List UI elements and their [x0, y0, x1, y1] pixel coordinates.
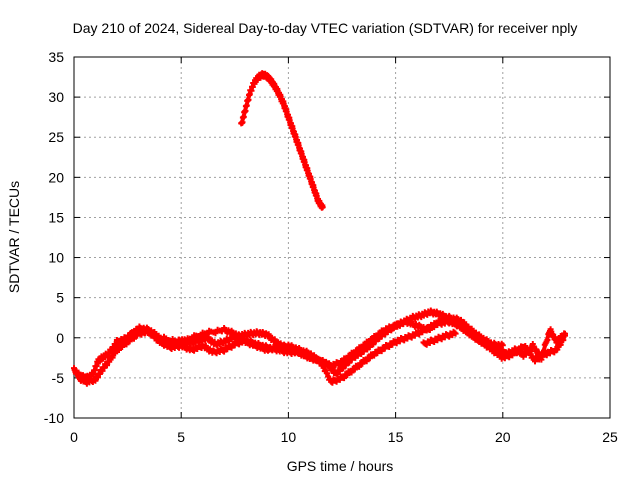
x-tick-label: 0 [70, 429, 78, 445]
y-tick-label: 30 [48, 89, 64, 105]
x-tick-label: 20 [495, 429, 511, 445]
y-axis-label: SDTVAR / TECUs [6, 181, 22, 293]
y-tick-label: 10 [48, 250, 64, 266]
data-trace [239, 72, 325, 210]
y-tick-label: 35 [48, 49, 64, 65]
x-tick-label: 15 [388, 429, 404, 445]
y-tick-label: -10 [44, 410, 64, 426]
y-tick-label: 5 [56, 290, 64, 306]
plot-frame [73, 56, 611, 419]
y-tick-label: 20 [48, 169, 64, 185]
y-tick-label: 15 [48, 209, 64, 225]
y-axis: -10 -5 0 5 10 15 20 25 30 35 [44, 49, 610, 426]
data-series [71, 70, 568, 387]
y-tick-label: 25 [48, 129, 64, 145]
series-track-c [113, 312, 506, 371]
chart-title: Day 210 of 2024, Sidereal Day-to-day VTE… [73, 20, 578, 36]
x-tick-label: 10 [281, 429, 297, 445]
data-trace [116, 315, 504, 368]
y-tick-label: 0 [56, 330, 64, 346]
y-tick-label: -5 [52, 370, 65, 386]
data-trace [422, 331, 457, 347]
series-track-e [238, 70, 326, 211]
grid-lines [74, 57, 610, 418]
x-axis: 0 5 10 15 20 25 [70, 57, 618, 445]
x-axis-label: GPS time / hours [287, 458, 394, 474]
series-track-d [420, 328, 459, 348]
x-tick-label: 5 [177, 429, 185, 445]
x-tick-label: 25 [602, 429, 618, 445]
